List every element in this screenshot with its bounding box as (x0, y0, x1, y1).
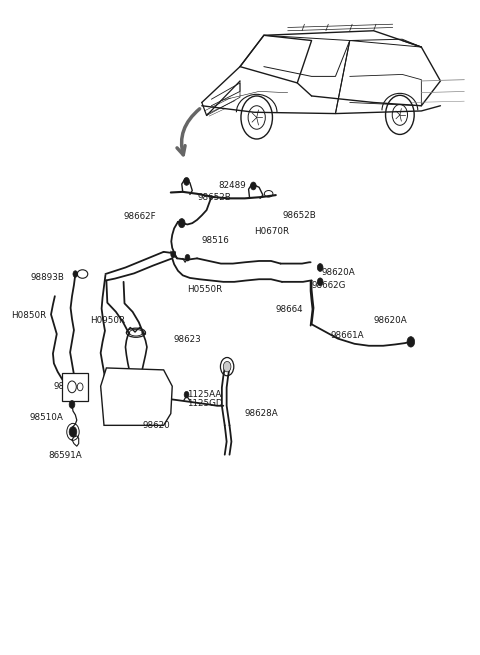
Text: 98620: 98620 (142, 421, 170, 430)
Polygon shape (101, 368, 172, 425)
Text: H0850R: H0850R (11, 311, 46, 320)
Circle shape (179, 219, 185, 228)
Circle shape (69, 426, 77, 437)
Text: H0550R: H0550R (188, 285, 223, 294)
Circle shape (317, 278, 323, 286)
Text: 98620A: 98620A (373, 316, 408, 326)
Text: 86591A: 86591A (48, 451, 82, 460)
Text: 98652B: 98652B (197, 193, 231, 202)
Text: 98510A: 98510A (29, 413, 63, 422)
Text: 98652B: 98652B (283, 211, 317, 220)
Text: 98662G: 98662G (312, 280, 346, 290)
Circle shape (184, 392, 189, 398)
Circle shape (185, 254, 190, 261)
Text: 98516: 98516 (202, 236, 229, 244)
Circle shape (317, 263, 323, 271)
Text: 98893B: 98893B (30, 273, 64, 282)
Circle shape (73, 271, 78, 277)
Text: 1125AA: 1125AA (188, 390, 222, 398)
Text: 98620A: 98620A (321, 267, 355, 276)
Circle shape (223, 362, 231, 372)
Text: H0950R: H0950R (90, 316, 125, 326)
Circle shape (184, 178, 190, 185)
FancyBboxPatch shape (61, 373, 88, 401)
Circle shape (69, 401, 75, 408)
Text: 98622: 98622 (54, 382, 82, 390)
Text: 98628A: 98628A (245, 409, 278, 418)
Circle shape (171, 251, 176, 257)
Text: 98661A: 98661A (331, 331, 364, 340)
Text: 98664: 98664 (276, 305, 303, 314)
Text: 98662F: 98662F (123, 212, 156, 221)
Text: 98623: 98623 (173, 335, 201, 344)
Text: 1125GD: 1125GD (188, 400, 223, 408)
Circle shape (407, 337, 415, 347)
Text: 82489: 82489 (218, 181, 246, 190)
Text: H0670R: H0670R (254, 227, 289, 236)
Circle shape (251, 182, 256, 190)
